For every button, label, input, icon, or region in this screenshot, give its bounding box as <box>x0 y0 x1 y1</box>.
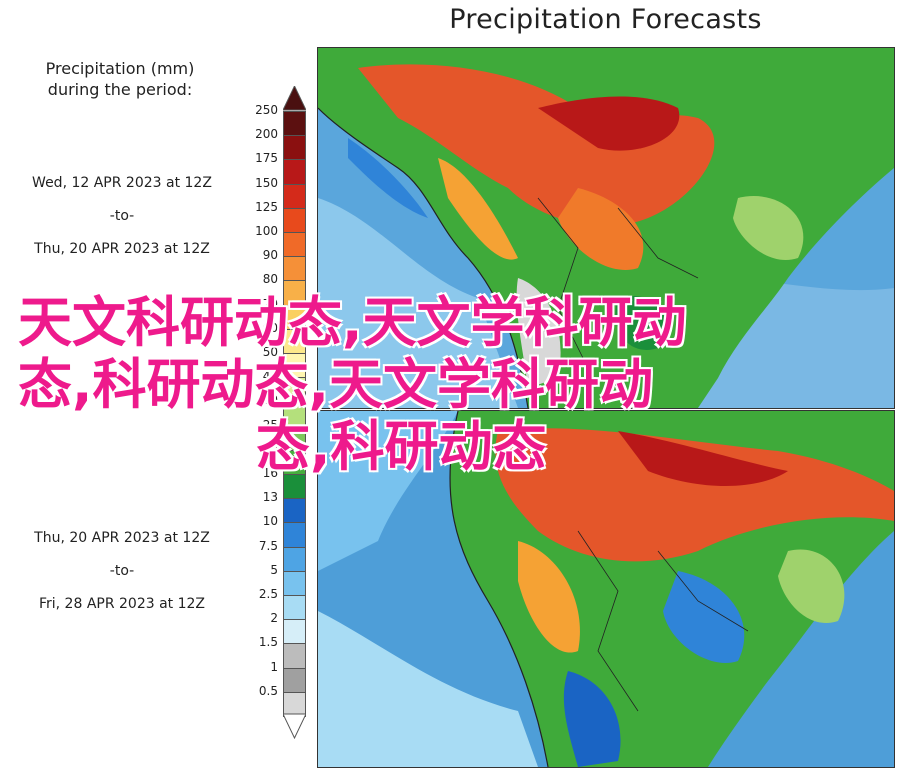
colorbar-tick-label: 7.5 <box>258 538 278 553</box>
period-2-separator: -to- <box>109 563 135 579</box>
colorbar-swatch <box>283 280 306 306</box>
colorbar-tick-label: 30 <box>262 393 278 408</box>
colorbar-swatch <box>283 401 306 427</box>
period-2-label: Thu, 20 APR 2023 at 12Z -to- Fri, 28 APR… <box>2 522 242 621</box>
colorbar-swatch <box>283 304 306 330</box>
colorbar-swatch <box>283 570 306 596</box>
period-1-start: Wed, 12 APR 2023 at 12Z <box>32 175 212 191</box>
colorbar-tick-label: 10 <box>262 514 278 529</box>
colorbar-swatch <box>283 522 306 548</box>
colorbar-swatch <box>283 474 306 500</box>
colorbar-swatch <box>283 159 306 185</box>
colorbar-tick-label: 125 <box>255 199 278 214</box>
colorbar-swatch <box>283 232 306 258</box>
colorbar-swatch <box>283 595 306 621</box>
legend-heading-line1: Precipitation (mm) <box>45 59 195 78</box>
colorbar-swatch <box>283 425 306 451</box>
chart-title: Precipitation Forecasts <box>449 4 762 35</box>
colorbar-tick-label: 100 <box>255 224 278 238</box>
period-1-label: Wed, 12 APR 2023 at 12Z -to- Thu, 20 APR… <box>2 167 242 266</box>
colorbar-tick-label: 50 <box>262 345 278 359</box>
colorbar-tick-label: 60 <box>262 320 278 335</box>
colorbar-tick-label: 1 <box>270 659 278 674</box>
colorbar-tick-label: 2.5 <box>258 587 278 601</box>
colorbar-swatch <box>283 328 306 354</box>
colorbar-swatch <box>283 111 306 137</box>
colorbar-tick-label: 25 <box>262 417 278 432</box>
colorbar-tick-label: 70 <box>262 296 278 311</box>
colorbar-swatch <box>283 207 306 233</box>
colorbar-swatch <box>283 183 306 209</box>
colorbar-tick-label: 16 <box>262 466 278 480</box>
colorbar-tick-label: 250 <box>255 103 278 117</box>
colorbar-swatch <box>283 667 306 693</box>
map-period-1 <box>318 48 894 408</box>
colorbar-tick-label: 175 <box>255 151 278 166</box>
colorbar-swatch <box>283 256 306 282</box>
colorbar-top-arrow-icon <box>283 86 306 111</box>
colorbar-swatch <box>283 619 306 645</box>
map-panel-period-1 <box>317 47 895 409</box>
colorbar-tick-label: 200 <box>255 127 278 142</box>
period-1-end: Thu, 20 APR 2023 at 12Z <box>34 241 210 257</box>
colorbar-tick-label: 13 <box>262 490 278 505</box>
colorbar-swatch <box>283 377 306 403</box>
colorbar-tick-label: 2 <box>270 611 278 626</box>
colorbar-tick-label: 0.5 <box>258 683 278 698</box>
colorbar-tick-label: 90 <box>262 248 278 263</box>
colorbar-swatch <box>283 135 306 161</box>
colorbar-swatch <box>283 546 306 572</box>
legend-heading: Precipitation (mm) during the period: <box>6 58 234 100</box>
legend-heading-line2: during the period: <box>47 80 193 99</box>
period-1-separator: -to- <box>109 208 135 224</box>
colorbar-swatch <box>283 353 306 379</box>
colorbar-bottom-arrow-icon <box>283 713 306 739</box>
colorbar-swatch <box>283 449 306 475</box>
colorbar-swatch <box>283 643 306 669</box>
colorbar-swatch <box>283 498 306 524</box>
colorbar-tick-label: 150 <box>255 175 278 190</box>
colorbar-tick-label: 1.5 <box>258 635 278 650</box>
period-2-start: Thu, 20 APR 2023 at 12Z <box>34 530 210 546</box>
colorbar-tick-label: 40 <box>262 369 278 384</box>
colorbar-tick-label: 80 <box>262 272 278 287</box>
map-period-2 <box>318 411 894 767</box>
colorbar-tick-label: 20 <box>262 441 278 456</box>
colorbar-tick-label: 5 <box>270 562 278 577</box>
map-panel-period-2 <box>317 410 895 768</box>
period-2-end: Fri, 28 APR 2023 at 12Z <box>38 596 206 612</box>
